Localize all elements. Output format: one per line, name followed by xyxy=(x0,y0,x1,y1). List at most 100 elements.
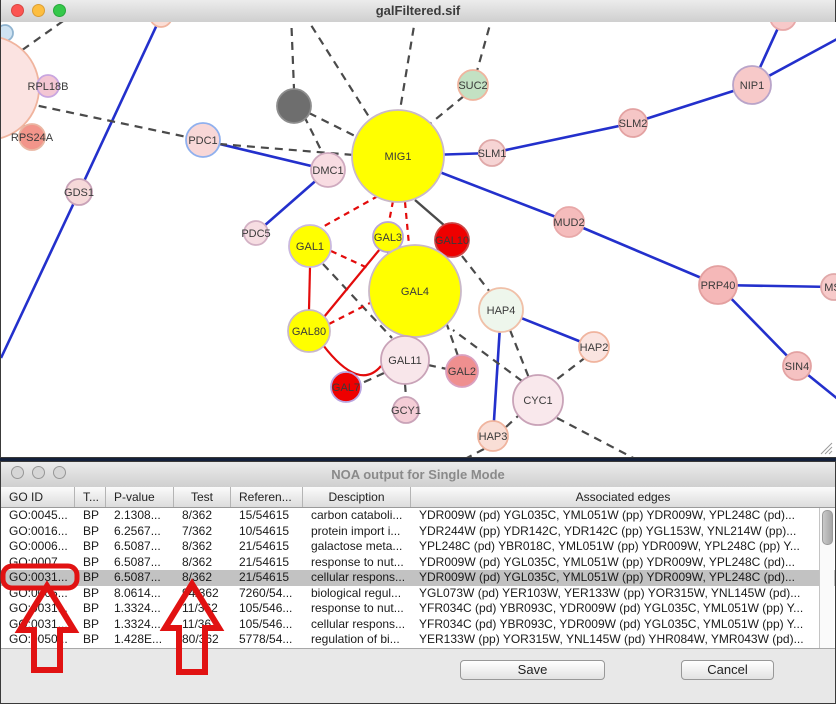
table-cell: BP xyxy=(83,632,100,646)
table-cell: 15/54615 xyxy=(239,508,290,522)
vertical-scrollbar[interactable] xyxy=(819,508,834,648)
table-cell: BP xyxy=(83,601,100,615)
column-header-1[interactable]: T... xyxy=(75,487,106,507)
node-MSI[interactable] xyxy=(820,273,836,301)
table-cell: biological regul... xyxy=(311,585,402,600)
edge-red xyxy=(323,248,381,318)
save-button[interactable]: Save xyxy=(460,660,605,680)
table-row[interactable]: GO:0031... BP 6.5087... 8/362 21/54615 cellul… xyxy=(1,570,835,586)
noa-window-titlebar: NOA output for Single Mode xyxy=(1,462,835,488)
node-GAL3[interactable] xyxy=(372,221,404,253)
scrollbar-thumb[interactable] xyxy=(822,510,833,545)
column-header-5[interactable]: Desciption xyxy=(303,487,411,507)
node-label-RPS24A: RPS24A xyxy=(11,132,54,144)
table-cell: BP xyxy=(83,616,100,631)
table-cell: GO:0065... xyxy=(9,585,68,600)
table-row[interactable]: GO:0050... BP 1.428E... 80/362 5778/54... reg… xyxy=(1,632,835,648)
zoom-button[interactable] xyxy=(53,4,66,17)
edge-dash xyxy=(430,95,465,124)
column-header-4[interactable]: Referen... xyxy=(231,487,303,507)
node-SIN4[interactable] xyxy=(782,351,812,381)
edge-blue xyxy=(632,83,753,125)
column-header-2[interactable]: P-value xyxy=(106,487,174,507)
node-GAL11[interactable] xyxy=(380,335,430,385)
table-row[interactable]: GO:0031... BP 1.3324... 11/362 105/546... res… xyxy=(1,601,835,617)
node-GAL4[interactable] xyxy=(368,244,462,338)
node-SUC2[interactable] xyxy=(457,69,489,101)
table-row[interactable]: GO:0007... BP 6.5087... 8/362 21/54615 respon… xyxy=(1,555,835,571)
node-NIP1[interactable] xyxy=(732,65,772,105)
edge-blue xyxy=(491,121,634,155)
table-cell: 11/362 xyxy=(182,601,218,615)
table-row[interactable]: GO:0016... BP 6.2567... 7/362 10/54615 protei… xyxy=(1,524,835,540)
edge-dash xyxy=(290,22,296,90)
node-MIG1[interactable] xyxy=(351,109,445,203)
edge-dash xyxy=(303,115,324,155)
table-row[interactable]: GO:0006... BP 6.5087... 8/362 21/54615 galact… xyxy=(1,539,835,555)
table-cell: GO:0045... xyxy=(9,508,68,522)
node-RPL18B[interactable] xyxy=(36,74,60,98)
minimize-button-inactive[interactable] xyxy=(32,466,45,479)
table-cell: 1.3324... xyxy=(114,616,161,631)
node-HAP2[interactable] xyxy=(578,331,610,363)
table-cell: 7260/54... xyxy=(239,585,293,600)
network-graph: RPL18B RPS24A GDS1 PDC1 DMC1 MIG1 SUC2 SLM1 SLM2… xyxy=(1,22,836,457)
table-cell: 8/362 xyxy=(182,508,213,522)
table-row[interactable]: GO:0045... BP 2.1308... 8/362 15/54615 carbon… xyxy=(1,508,835,524)
node-GCY1[interactable] xyxy=(392,396,420,424)
column-header-3[interactable]: Test xyxy=(174,487,231,507)
node-top-peach[interactable] xyxy=(150,22,172,28)
node-gray-node[interactable] xyxy=(276,88,312,124)
table-cell: YDR009W (pd) YGL035C, YML051W (pp) YDR00… xyxy=(419,554,795,569)
close-button[interactable] xyxy=(11,4,24,17)
node-PDC5[interactable] xyxy=(243,220,269,246)
table-cell: 7/362 xyxy=(182,523,213,538)
node-RPS24A[interactable] xyxy=(18,123,46,151)
table-cell: 80/362 xyxy=(182,632,219,646)
column-header-0[interactable]: GO ID xyxy=(1,487,75,507)
node-GAL10[interactable] xyxy=(434,222,470,258)
minimize-button[interactable] xyxy=(32,4,45,17)
node-label-GCY1: GCY1 xyxy=(391,405,421,417)
edge-dash xyxy=(444,321,460,357)
zoom-button-inactive[interactable] xyxy=(53,466,66,479)
node-GAL1[interactable] xyxy=(288,224,332,268)
network-window-title: galFiltered.sif xyxy=(375,3,461,18)
close-button-inactive[interactable] xyxy=(11,466,24,479)
table-cell: 5778/54... xyxy=(239,632,293,646)
node-GAL7[interactable] xyxy=(330,371,362,403)
node-label-DMC1: DMC1 xyxy=(312,165,343,177)
node-SLM2[interactable] xyxy=(618,108,648,138)
table-cell: 8/362 xyxy=(182,554,213,569)
edge-blue xyxy=(1,191,81,359)
node-PDC1[interactable] xyxy=(185,122,221,158)
node-GAL2[interactable] xyxy=(445,354,479,388)
node-GAL80[interactable] xyxy=(287,309,331,353)
node-PRP40[interactable] xyxy=(698,265,738,305)
edge-dash xyxy=(508,329,531,379)
column-header-6[interactable]: Associated edges xyxy=(575,490,671,504)
table-cell: 105/546... xyxy=(239,601,293,615)
node-label-RPL18B: RPL18B xyxy=(28,81,69,93)
node-label-GAL7: GAL7 xyxy=(332,382,360,394)
network-canvas[interactable]: RPL18B RPS24A GDS1 PDC1 DMC1 MIG1 SUC2 SLM1 SLM2… xyxy=(1,22,836,457)
table-row[interactable]: GO:0031... BP 1.3324... 11/362 105/546... cel… xyxy=(1,617,835,633)
table-cell: BP xyxy=(83,539,100,553)
cancel-button[interactable]: Cancel xyxy=(681,660,774,680)
node-label-SIN4: SIN4 xyxy=(785,361,809,373)
edge-dash xyxy=(461,255,491,293)
edge-dash xyxy=(308,112,356,137)
node-CYC1[interactable] xyxy=(512,374,564,426)
node-MUD2[interactable] xyxy=(553,206,585,238)
node-HAP4[interactable] xyxy=(478,287,524,333)
edge-dash xyxy=(452,329,523,382)
node-HAP3[interactable] xyxy=(477,420,509,452)
node-GDS1[interactable] xyxy=(65,178,93,206)
resize-grip-icon[interactable] xyxy=(817,439,833,455)
node-SLM1[interactable] xyxy=(478,139,506,167)
table-row[interactable]: GO:0065... BP 8.0614... 94/362 7260/54... bio… xyxy=(1,586,835,602)
node-top-right[interactable] xyxy=(770,22,796,31)
node-label-SLM2: SLM2 xyxy=(619,118,648,130)
network-window: galFiltered.sif RPL18B RPS24A GDS1 PDC1 DMC1… xyxy=(0,0,836,458)
node-DMC1[interactable] xyxy=(310,152,346,188)
